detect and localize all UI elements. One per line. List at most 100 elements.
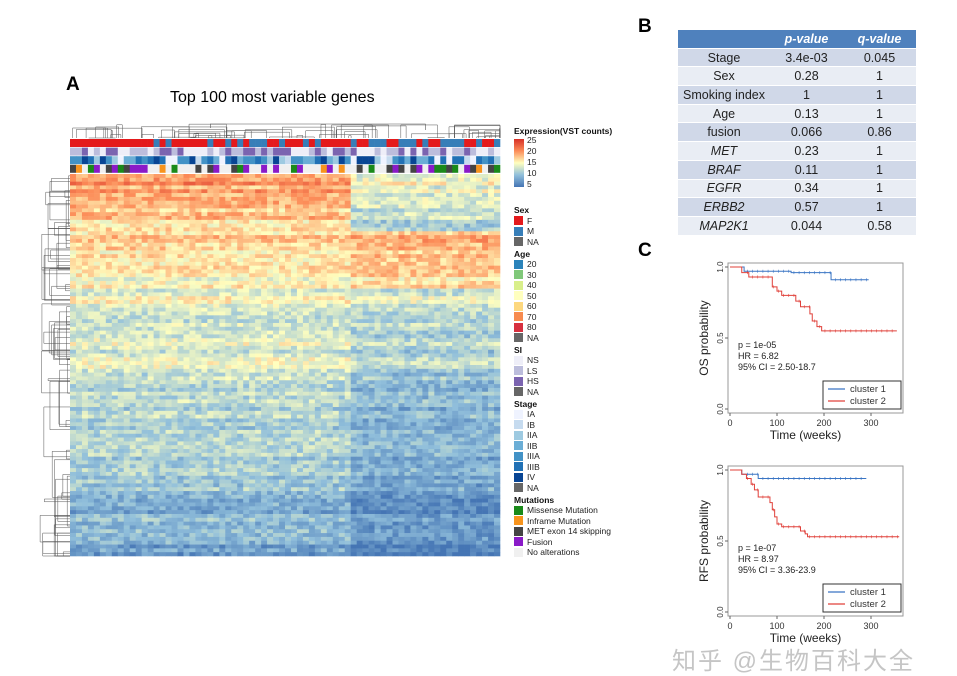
- heatmap-cell: [159, 280, 166, 286]
- heatmap-cell: [410, 429, 417, 435]
- heatmap-cell: [285, 196, 292, 202]
- heatmap-cell: [99, 284, 107, 289]
- heatmap-cell: [249, 303, 256, 308]
- heatmap-cell: [458, 357, 465, 362]
- heatmap-cell: [326, 246, 334, 251]
- heatmap-cell: [123, 246, 131, 251]
- heatmap-cell: [320, 231, 328, 236]
- heatmap-cell: [290, 174, 298, 179]
- heatmap-cell: [332, 273, 340, 278]
- heatmap-cell: [368, 353, 375, 358]
- heatmap-cell: [374, 200, 381, 205]
- heatmap-cell: [368, 193, 375, 198]
- heatmap-cell: [117, 242, 125, 247]
- heatmap-cell: [129, 349, 136, 354]
- heatmap-cell: [171, 269, 178, 274]
- heatmap-cell: [320, 433, 328, 438]
- heatmap-cell: [470, 414, 477, 419]
- heatmap-cell: [255, 296, 262, 301]
- heatmap-cell: [93, 407, 101, 412]
- heatmap-cell: [488, 235, 495, 240]
- heatmap-cell: [135, 303, 142, 308]
- heatmap-cell: [171, 284, 178, 289]
- heatmap-cell: [165, 177, 172, 182]
- heatmap-cell: [213, 181, 220, 186]
- heatmap-cell: [183, 219, 190, 224]
- heatmap-cell: [482, 174, 489, 179]
- heatmap-cell: [141, 296, 148, 301]
- heatmap-cell: [93, 303, 101, 308]
- heatmap-cell: [332, 200, 340, 205]
- heatmap-cell: [225, 300, 232, 305]
- heatmap-cell: [93, 311, 101, 316]
- heatmap-cell: [428, 216, 435, 221]
- heatmap-cell: [225, 338, 232, 343]
- heatmap-cell: [344, 200, 351, 205]
- heatmap-cell: [201, 265, 208, 270]
- heatmap-cell: [171, 219, 178, 224]
- heatmap-cell: [267, 246, 274, 251]
- heatmap-cell: [326, 296, 334, 301]
- heatmap-cell: [470, 189, 477, 194]
- heatmap-cell: [189, 235, 196, 240]
- heatmap-cell: [135, 315, 142, 320]
- heatmap-cell: [249, 227, 256, 232]
- heatmap-cell: [213, 307, 220, 312]
- heatmap-cell: [350, 326, 357, 331]
- heatmap-cell: [219, 422, 226, 427]
- heatmap-cell: [243, 261, 250, 266]
- heatmap-cell: [320, 338, 328, 343]
- heatmap-cell: [410, 353, 417, 358]
- heatmap-cell: [75, 387, 83, 393]
- heatmap-cell: [237, 303, 244, 308]
- heatmap-cell: [231, 288, 238, 293]
- heatmap-cell: [189, 292, 196, 297]
- heatmap-cell: [452, 365, 459, 370]
- heatmap-cell: [237, 300, 244, 305]
- heatmap-cell: [177, 238, 184, 244]
- heatmap-cell: [380, 426, 387, 431]
- heatmap-cell: [464, 315, 471, 320]
- heatmap-cell: [338, 258, 346, 263]
- heatmap-cell: [452, 193, 459, 198]
- heatmap-cell: [93, 181, 101, 186]
- heatmap-cell: [75, 254, 83, 259]
- heatmap-cell: [452, 296, 459, 301]
- heatmap-cell: [392, 426, 399, 431]
- heatmap-cell: [434, 407, 441, 412]
- heatmap-cell: [488, 395, 495, 400]
- heatmap-cell: [326, 280, 334, 286]
- heatmap-cell: [87, 365, 95, 370]
- heatmap-cell: [488, 342, 495, 347]
- heatmap-cell: [285, 208, 292, 213]
- heatmap-cell: [326, 303, 334, 308]
- heatmap-cell: [374, 315, 381, 320]
- heatmap-cell: [117, 193, 125, 198]
- heatmap-cell: [93, 196, 101, 202]
- heatmap-cell: [261, 422, 268, 427]
- heatmap-cell: [392, 407, 399, 412]
- heatmap-cell: [326, 384, 334, 389]
- heatmap-cell: [302, 380, 310, 385]
- heatmap-cell: [195, 380, 202, 385]
- heatmap-cell: [356, 250, 363, 255]
- heatmap-cell: [267, 330, 274, 335]
- heatmap-cell: [195, 254, 202, 259]
- heatmap-cell: [117, 338, 125, 343]
- heatmap-cell: [177, 311, 184, 316]
- heatmap-cell: [410, 387, 417, 393]
- heatmap-cell: [428, 235, 435, 240]
- heatmap-cell: [326, 326, 334, 331]
- heatmap-cell: [404, 223, 411, 228]
- heatmap-cell: [177, 250, 184, 255]
- heatmap-cell: [428, 292, 435, 297]
- heatmap-cell: [117, 174, 125, 179]
- heatmap-cell: [273, 212, 280, 217]
- heatmap-cell: [153, 342, 160, 347]
- heatmap-cell: [70, 407, 77, 412]
- heatmap-title: Top 100 most variable genes: [170, 89, 375, 106]
- heatmap-cell: [344, 254, 351, 259]
- heatmap-cell: [153, 250, 160, 255]
- heatmap-cell: [314, 399, 322, 404]
- heatmap-cell: [320, 372, 328, 377]
